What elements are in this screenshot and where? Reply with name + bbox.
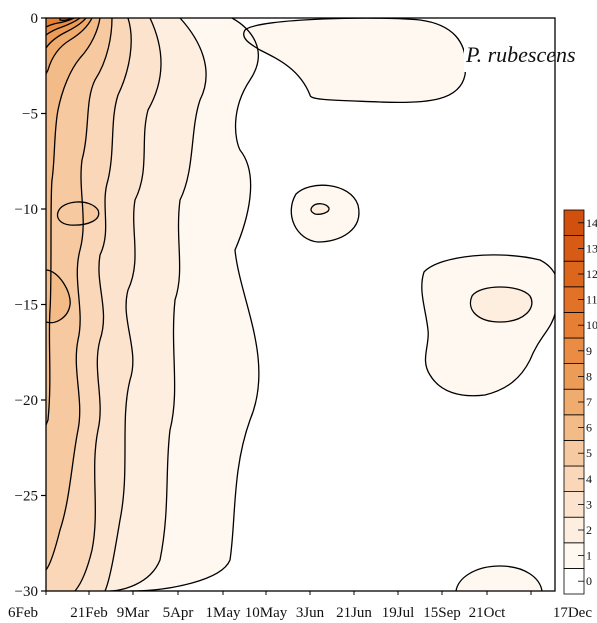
x-axis: 6Feb 21Feb 9Mar 5Apr 1May 10May 3Jun 21Jun 19Jul… (8, 591, 592, 621)
contour-line-8 (46, 18, 87, 49)
contour-band-5 (46, 18, 112, 570)
colorbar-label-5: 5 (586, 446, 592, 460)
colorbar-label-7: 7 (586, 395, 592, 409)
contour-patch-autumn (421, 254, 555, 396)
colorbar-label-13: 13 (586, 241, 597, 255)
x-tick-label-10: 21Oct (469, 605, 506, 621)
x-tick-label-7: 21Jun (336, 605, 372, 621)
contour-line-6 (46, 18, 101, 426)
contour-line-1 (129, 18, 260, 591)
y-axis: 0 −5 −10 −15 −20 −25 −30 (15, 11, 46, 600)
y-tick-label-6: −30 (15, 584, 38, 600)
colorbar-label-9: 9 (586, 344, 592, 358)
contour-line-9 (46, 18, 81, 36)
colorbar-label-12: 12 (586, 267, 597, 281)
contour-band-mid-patch-2 (46, 270, 71, 323)
y-tick-label-2: −10 (15, 202, 38, 218)
colorbar-label-4: 4 (586, 472, 592, 486)
y-tick-label-0: 0 (31, 11, 39, 27)
contour-line-10 (46, 18, 75, 28)
contour-line-mid-depth-patch (290, 184, 360, 243)
y-tick-label-5: −25 (15, 489, 38, 505)
contour-line-5 (46, 18, 113, 571)
contour-line-7 (46, 18, 93, 75)
colorbar-label-11: 11 (586, 293, 597, 307)
contour-patch-mid-inner (311, 203, 330, 215)
x-tick-label-0: 6Feb (8, 605, 38, 621)
contour-line-3 (104, 18, 162, 591)
colorbar-label-14: 14 (586, 216, 597, 230)
contour-line-mid-patch (56, 201, 100, 226)
contour-line-mid-patch-2 (46, 269, 71, 324)
x-tick-label-4: 1May (206, 605, 241, 621)
contour-patch-deep (456, 566, 542, 591)
contour-line-deep-patch (455, 565, 543, 591)
contour-line-autumn-patch (421, 254, 555, 397)
contour-lines (46, 18, 555, 591)
colorbar-label-3: 3 (586, 497, 592, 511)
x-tick-label-5: 10May (245, 605, 288, 621)
contour-line-autumn-inner (469, 286, 533, 323)
species-label-box (464, 24, 553, 72)
colorbar-label-0: 0 (586, 574, 592, 588)
colorbar-label-2: 2 (586, 523, 592, 537)
colorbar-label-8: 8 (586, 369, 592, 383)
x-tick-label-9: 15Sep (423, 605, 461, 621)
contour-line-mid-depth-inner (310, 203, 330, 215)
x-tick-label-11: 17Dec (553, 605, 592, 621)
contour-line-2 (109, 18, 207, 591)
colorbar-label-1: 1 (586, 549, 592, 563)
chart-title: P. rubescens (465, 42, 576, 67)
y-tick-label-1: −5 (22, 107, 38, 123)
x-tick-label-6: 3Jun (296, 605, 325, 621)
contour-patch-autumn-inner (470, 287, 532, 322)
contour-band-mid-patch (57, 201, 99, 226)
x-tick-label-8: 19Jul (382, 605, 415, 621)
x-tick-label-2: 9Mar (117, 605, 150, 621)
contour-line-4 (74, 18, 132, 591)
colorbar-label-6: 6 (586, 421, 592, 435)
y-tick-label-4: −20 (15, 393, 38, 409)
x-tick-label-1: 21Feb (70, 605, 108, 621)
y-tick-label-3: −15 (15, 298, 38, 314)
colorbar-label-10: 10 (586, 318, 597, 332)
x-tick-label-3: 5Apr (163, 605, 194, 621)
contour-patch-surface (243, 18, 466, 103)
